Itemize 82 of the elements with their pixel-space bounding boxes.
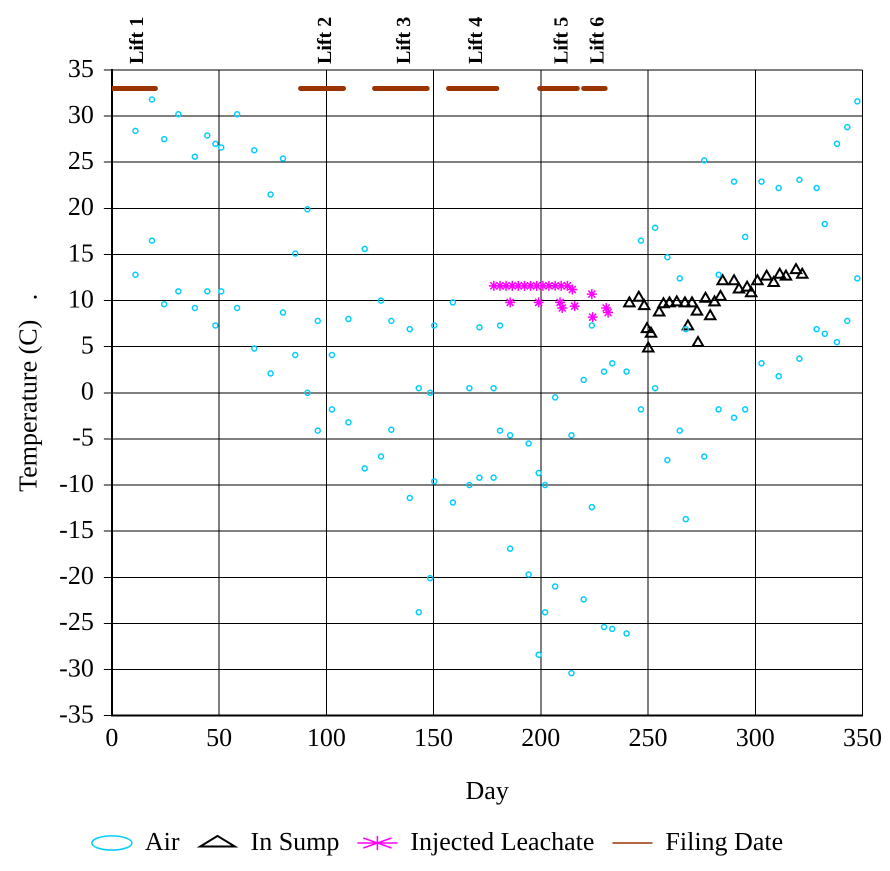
point — [690, 304, 704, 316]
y-tick-label: -5 — [72, 422, 94, 452]
point — [640, 322, 654, 334]
y-tick-label: -25 — [59, 607, 94, 636]
text: Lift 3 — [393, 16, 416, 64]
text: Lift 6 — [586, 16, 609, 64]
point — [796, 268, 808, 279]
point — [504, 296, 516, 308]
x-tick-label: 250 — [628, 723, 668, 752]
y-axis-title: Temperature (C) . — [13, 294, 42, 492]
point — [532, 296, 544, 308]
point — [678, 296, 692, 308]
x-axis-title: Day — [466, 776, 509, 806]
point — [512, 280, 524, 292]
point — [699, 292, 712, 303]
point — [642, 342, 654, 353]
point — [488, 280, 500, 292]
x-tick-label: 350 — [843, 723, 882, 752]
y-tick-label: -20 — [59, 561, 94, 590]
point — [537, 280, 549, 292]
point — [732, 282, 746, 294]
y-tick-label: 30 — [68, 100, 94, 129]
point — [728, 274, 740, 286]
y-tick-label: 0 — [80, 376, 94, 406]
point — [790, 263, 802, 274]
point — [518, 280, 530, 292]
y-tick-label: -15 — [59, 514, 94, 544]
point — [530, 280, 542, 292]
point — [644, 326, 658, 338]
point — [670, 295, 683, 306]
point — [543, 280, 555, 292]
y-tick-label: 5 — [80, 330, 94, 360]
point — [663, 296, 676, 308]
y-tick-label: -30 — [59, 653, 94, 682]
point — [692, 336, 704, 347]
point — [652, 306, 666, 317]
text: Lift 1 — [126, 16, 148, 64]
point — [716, 274, 729, 286]
point — [555, 280, 567, 292]
legend-label: Filing Date — [665, 826, 784, 856]
point — [586, 311, 598, 323]
point — [568, 300, 580, 312]
point — [714, 290, 727, 301]
y-tick-label: 15 — [68, 238, 94, 268]
x-tick-label: 200 — [521, 723, 560, 752]
point — [760, 270, 773, 281]
point — [524, 280, 536, 292]
point — [744, 286, 758, 298]
point — [638, 299, 650, 310]
x-tick-label: 100 — [306, 723, 346, 752]
legend-label: In Sump — [250, 826, 340, 856]
y-tick-label: -35 — [59, 699, 94, 728]
point — [586, 288, 598, 300]
x-tick-label: 150 — [414, 723, 454, 752]
point — [632, 290, 646, 302]
point — [774, 268, 786, 279]
text: Lift 5 — [550, 16, 573, 64]
y-tick-label: 25 — [68, 146, 94, 176]
point — [494, 280, 506, 292]
point — [768, 276, 780, 288]
point — [686, 296, 698, 308]
text: Lift 4 — [464, 16, 487, 64]
point — [704, 309, 716, 320]
point — [780, 270, 792, 281]
x-tick-label: 50 — [206, 723, 232, 752]
x-tick-label: 0 — [105, 723, 118, 752]
point — [740, 280, 754, 292]
legend-label: Injected Leachate — [410, 826, 594, 856]
y-tick-label: -10 — [59, 468, 94, 498]
point — [657, 297, 670, 308]
point — [500, 280, 512, 292]
point — [751, 274, 764, 286]
legend-label: Air — [144, 826, 180, 856]
point — [549, 280, 561, 292]
y-tick-label: 10 — [68, 284, 94, 314]
point — [682, 319, 694, 330]
text: Lift 2 — [314, 16, 336, 64]
point — [623, 296, 636, 308]
y-tick-label: 20 — [68, 192, 94, 222]
y-tick-label: 35 — [68, 54, 94, 83]
x-tick-label: 300 — [736, 723, 775, 752]
point — [708, 295, 721, 306]
